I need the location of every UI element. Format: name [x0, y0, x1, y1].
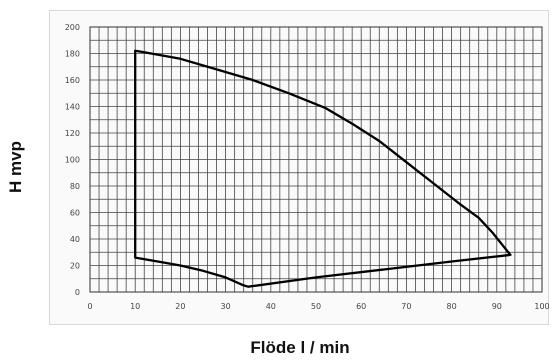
y-tick-label: 60: [70, 209, 80, 218]
y-axis-label: H mvp: [6, 141, 25, 193]
x-tick-label: 50: [311, 302, 321, 311]
grid: [89, 26, 543, 293]
y-tick-label: 40: [70, 235, 80, 244]
y-tick-label: 100: [65, 156, 80, 165]
x-tick-label: 80: [447, 302, 457, 311]
tick-labels: 0 10 20 30 40 50 60 70 80 90 100 0 20 40 60 80 100 120 140…: [65, 23, 550, 311]
plot-border: [89, 26, 543, 293]
y-tick-label: 160: [65, 76, 80, 85]
x-tick-label: 70: [401, 302, 411, 311]
x-tick-label: 90: [492, 302, 502, 311]
x-tick-label: 0: [87, 302, 92, 311]
series-line: [134, 49, 512, 288]
axes: [89, 26, 543, 293]
x-tick-label: 60: [356, 302, 366, 311]
y-tick-label: 180: [65, 50, 80, 59]
x-tick-label: 30: [221, 302, 231, 311]
y-tick-label: 20: [70, 262, 80, 271]
x-tick-label: 100: [534, 302, 549, 311]
x-tick-label: 40: [266, 302, 276, 311]
chart-frame: [49, 10, 549, 325]
series: [134, 49, 512, 288]
y-tick-label: 140: [65, 103, 80, 112]
y-tick-label: 0: [75, 288, 80, 297]
x-tick-label: 20: [175, 302, 185, 311]
y-tick-label: 80: [70, 182, 80, 191]
x-tick-label: 10: [130, 302, 140, 311]
y-tick-label: 200: [65, 23, 80, 32]
x-axis-label: Flöde l / min: [250, 338, 350, 357]
y-tick-label: 120: [65, 129, 80, 138]
